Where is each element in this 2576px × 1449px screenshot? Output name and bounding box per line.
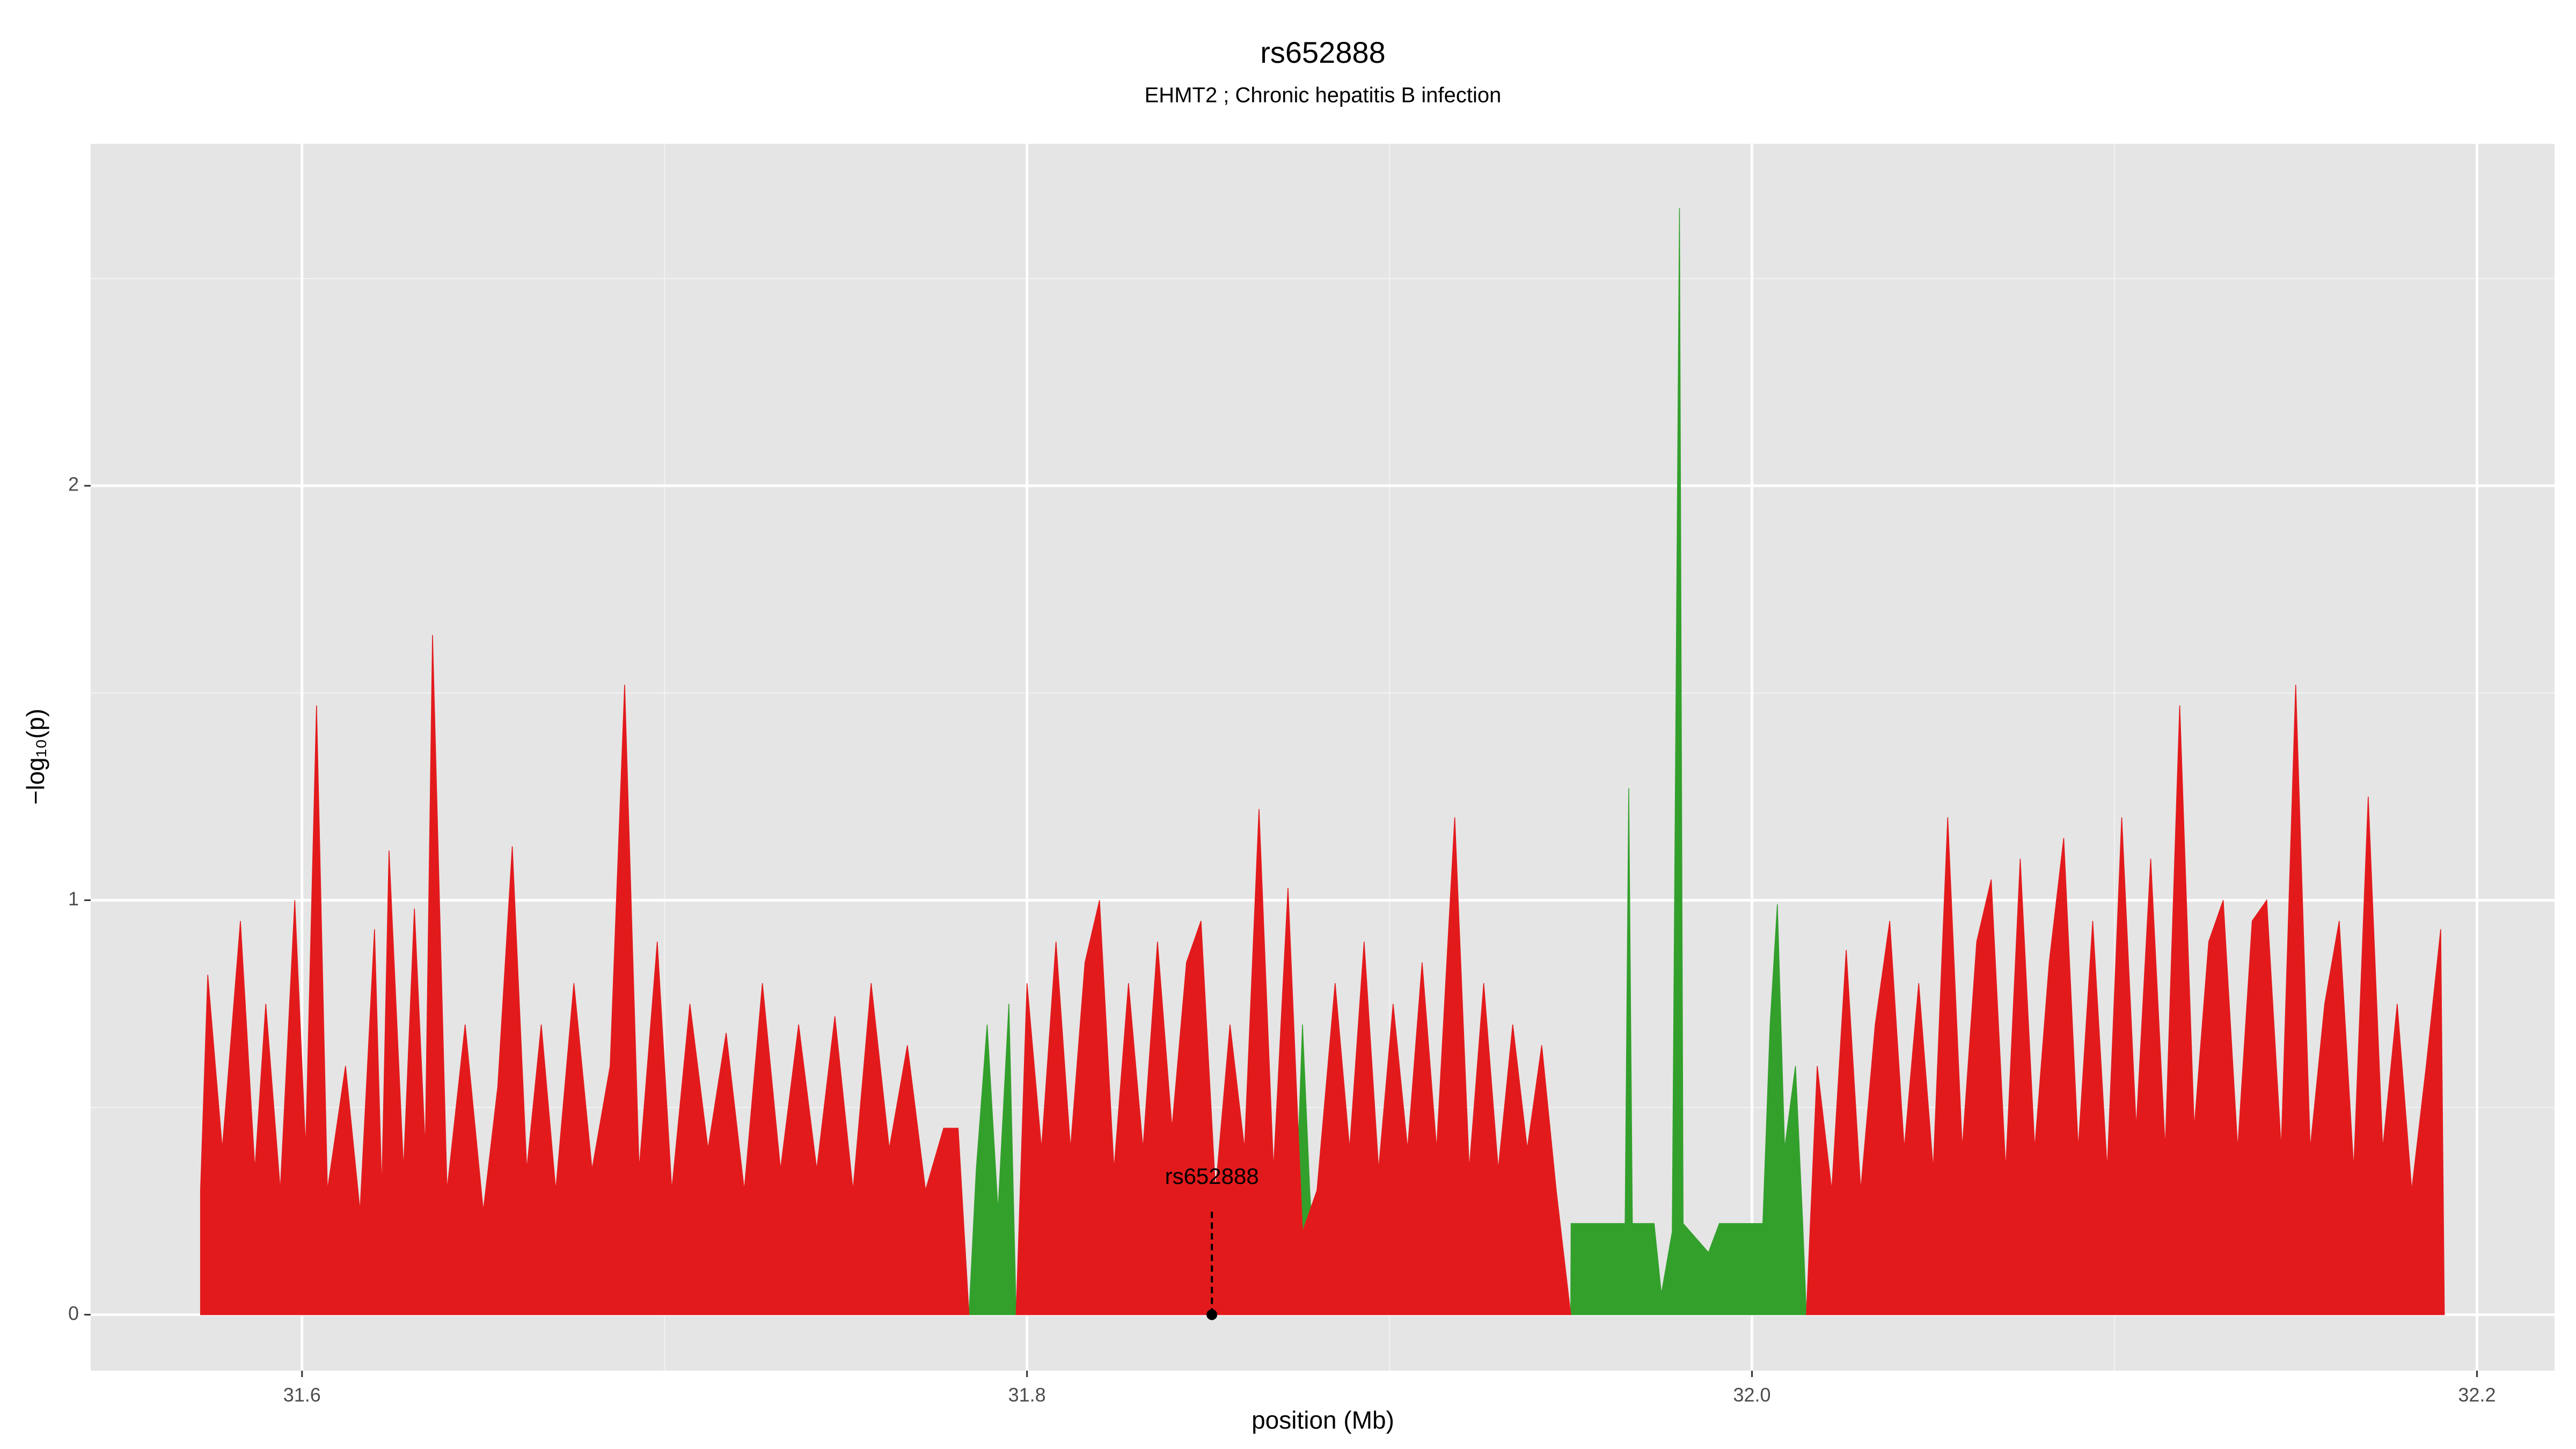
annotation-label: rs652888 (1165, 1163, 1259, 1189)
x-tick-label: 31.6 (283, 1384, 321, 1406)
chart-subtitle: EHMT2 ; Chronic hepatitis B infection (1145, 84, 1502, 107)
chart-title: rs652888 (1260, 35, 1386, 69)
x-tick-label: 32.2 (2458, 1384, 2496, 1406)
x-tick-label: 31.8 (1008, 1384, 1046, 1406)
x-axis-label: position (Mb) (1252, 1406, 1394, 1434)
y-tick-label: 2 (68, 473, 79, 495)
y-tick-label: 1 (68, 888, 79, 910)
y-axis-label: −log₁₀(p) (21, 708, 49, 804)
annotation-point (1206, 1309, 1218, 1320)
x-tick-label: 32.0 (1733, 1384, 1771, 1406)
area (200, 635, 2445, 1315)
y-tick-label: 0 (68, 1302, 79, 1324)
